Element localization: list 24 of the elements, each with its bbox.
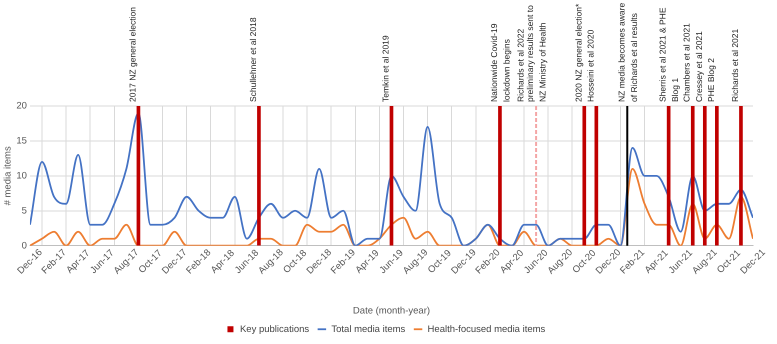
annotation: 2017 NZ general election [127, 6, 138, 102]
legend-label: Health-focused media items [428, 324, 546, 335]
line-series [30, 168, 753, 246]
y-tick-label: 20 [16, 100, 27, 112]
y-tick-label: 0 [22, 240, 27, 252]
legend-label: Total media items [331, 324, 406, 335]
annotation: 2020 NZ general election* [573, 3, 584, 102]
y-axis-title: # media items [2, 146, 14, 206]
annotation: Sherris et al 2021 & PHE Blog 1 [658, 7, 680, 102]
y-tick-label: 5 [22, 205, 27, 216]
annotation: Chambers et al 2021 [682, 22, 692, 102]
annotation: Hosseini et al 2020 [585, 29, 596, 102]
annotation: Richards et al 2021 [730, 28, 740, 102]
annotation: Schullehner et al 2018 [248, 17, 258, 102]
ref-line-label: NZ media becomes aware of Richards et al results [616, 2, 639, 102]
annotation: PHE Blog 2 [706, 58, 716, 102]
legend-label: Key publications [240, 324, 310, 335]
annotation: Temkin et al 2019 [380, 35, 390, 102]
x-axis-title: Date (month-year) [352, 305, 430, 316]
annotation: Cressey et al 2021 [694, 30, 704, 102]
annotation: Nationwide Covid-19 lockdown begins [488, 23, 512, 102]
y-tick-label: 10 [16, 170, 27, 182]
y-tick-label: 15 [16, 136, 27, 147]
line-series [30, 112, 753, 246]
